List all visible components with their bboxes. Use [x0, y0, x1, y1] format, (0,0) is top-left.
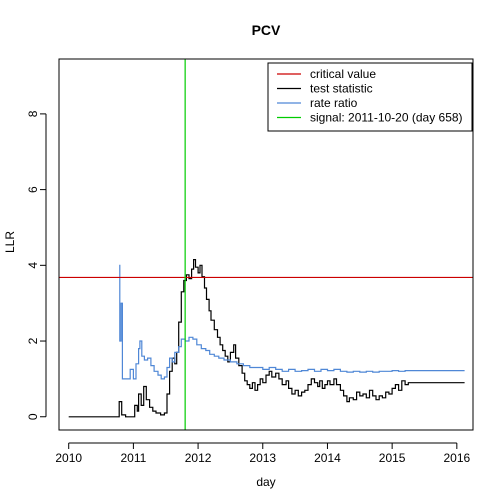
- legend-entry-label: test statistic: [310, 82, 373, 96]
- y-tick-label: 6: [26, 186, 40, 193]
- x-tick-label: 2013: [249, 451, 276, 465]
- legend-entry-label: rate ratio: [310, 96, 358, 110]
- y-axis-label: LLR: [3, 231, 17, 253]
- legend-box: [267, 62, 473, 132]
- series-line-rate-ratio: [119, 264, 465, 380]
- legend-entry-label: critical value: [310, 67, 376, 81]
- x-tick-label: 2010: [55, 451, 82, 465]
- y-tick-label: 2: [26, 337, 40, 344]
- y-tick-label: 8: [26, 110, 40, 117]
- legend-entry-label: signal: 2011-10-20 (day 658): [310, 111, 463, 125]
- x-axis-label: day: [256, 475, 275, 489]
- y-tick-label: 4: [26, 262, 40, 269]
- y-tick-label: 0: [26, 413, 40, 420]
- plot-area: [59, 59, 473, 430]
- plot-frame: [58, 58, 474, 431]
- x-tick-label: 2014: [314, 451, 341, 465]
- x-tick-label: 2012: [185, 451, 212, 465]
- x-tick-label: 2015: [379, 451, 406, 465]
- x-tick-label: 2011: [120, 451, 146, 465]
- axes: 2010 2011 2012 2013 2014 2015 2016 0 2 4 6 8: [26, 110, 470, 465]
- series-line-test-statistic: [68, 259, 465, 418]
- x-tick-label: 2016: [443, 451, 470, 465]
- chart-title: PCV: [252, 22, 281, 38]
